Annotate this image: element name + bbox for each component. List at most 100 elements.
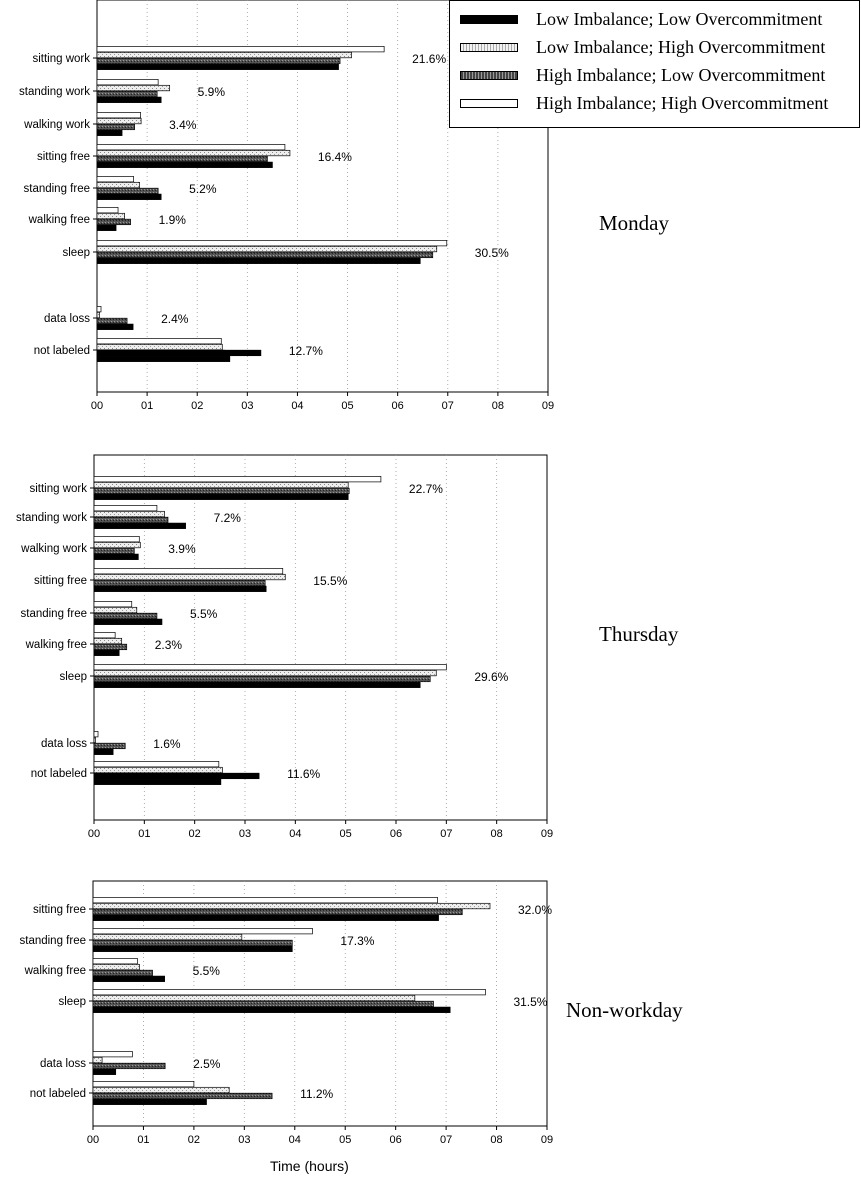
- legend-label: Low Imbalance; High Overcommitment: [536, 36, 826, 57]
- category-label: data loss: [40, 1058, 86, 1070]
- bar-low-high: [96, 51, 352, 59]
- percent-label: 2.4%: [161, 312, 189, 326]
- bar-high-low: [93, 547, 135, 555]
- bar-low-low: [96, 129, 123, 136]
- panel-label-monday: Monday: [599, 211, 669, 235]
- bar-highlight: [93, 772, 260, 780]
- percent-label: 17.3%: [340, 934, 374, 948]
- bar-high-high: [92, 1081, 195, 1088]
- x-tick-label: 06: [390, 828, 402, 840]
- percent-label: 22.7%: [409, 482, 443, 496]
- bar-high-high: [92, 958, 138, 965]
- x-tick-label: 05: [340, 828, 352, 840]
- bar-low-low: [96, 63, 339, 70]
- x-tick-label: 04: [289, 828, 301, 840]
- x-tick-label: 00: [91, 400, 103, 412]
- x-tick-label: 01: [141, 400, 153, 412]
- category-label: sitting free: [37, 151, 90, 163]
- bar-low-low: [93, 522, 186, 529]
- percent-label: 5.9%: [198, 85, 226, 99]
- bar-high-low: [92, 1062, 166, 1070]
- percent-label: 32.0%: [518, 903, 552, 917]
- panel-label-thursday: Thursday: [599, 622, 679, 646]
- x-tick-label: 00: [88, 828, 100, 840]
- bar-highlight: [96, 349, 262, 357]
- category-label: standing free: [24, 183, 91, 195]
- chart-panel: 00 01 02 03 04 05 06 07 08 09 sitting work 22.7% sta…: [16, 454, 553, 840]
- bar-high-high: [96, 79, 159, 86]
- percent-label: 5.5%: [193, 964, 221, 978]
- bar-low-low: [93, 493, 349, 500]
- percent-label: 7.2%: [214, 511, 242, 525]
- percent-label: 31.5%: [513, 995, 547, 1009]
- bar-low-high: [92, 902, 491, 910]
- bar-low-high: [92, 1056, 103, 1064]
- x-tick-label: 05: [341, 400, 353, 412]
- bar-high-low: [93, 579, 266, 587]
- bar-low-low: [96, 257, 421, 264]
- bar-low-high: [93, 766, 223, 774]
- percent-label: 12.7%: [289, 344, 323, 358]
- bar-high-low: [92, 1000, 434, 1008]
- x-tick-label: 01: [137, 1134, 149, 1146]
- category-label: not labeled: [30, 1088, 86, 1100]
- x-tick-label: 09: [541, 1134, 553, 1146]
- bar-high-high: [92, 928, 313, 935]
- x-tick-label: 07: [442, 400, 454, 412]
- x-tick-label: 06: [392, 400, 404, 412]
- percent-label: 2.5%: [193, 1057, 221, 1071]
- legend-swatch-light: [460, 42, 518, 52]
- bar-high-high: [96, 207, 119, 214]
- percent-label: 30.5%: [475, 246, 509, 260]
- bar-high-high: [96, 112, 141, 119]
- x-tick-label: 03: [241, 400, 253, 412]
- bar-high-high: [93, 536, 140, 543]
- bar-high-high: [93, 761, 220, 768]
- category-label: standing free: [20, 935, 87, 947]
- x-tick-label: 09: [542, 400, 554, 412]
- category-label: walking work: [23, 119, 90, 131]
- x-tick-label: 08: [490, 1134, 502, 1146]
- bar-low-high: [96, 149, 291, 157]
- category-label: walking free: [24, 965, 86, 977]
- percent-label: 1.6%: [153, 737, 181, 751]
- bar-low-low: [92, 945, 293, 952]
- percent-label: 5.2%: [189, 182, 217, 196]
- legend-swatch-dark: [460, 70, 518, 80]
- x-tick-label: 08: [491, 828, 503, 840]
- percent-label: 16.4%: [318, 150, 352, 164]
- legend-item-high-high: High Imbalance; High Overcommitment: [460, 91, 828, 115]
- legend-label: High Imbalance; High Overcommitment: [536, 92, 829, 113]
- legend-item-low-high: Low Imbalance; High Overcommitment: [460, 35, 825, 59]
- bar-low-low: [96, 161, 273, 168]
- category-label: walking work: [20, 543, 87, 555]
- bar-low-high: [96, 311, 100, 319]
- bar-low-high: [92, 963, 140, 971]
- bar-high-high: [93, 664, 447, 671]
- percent-label: 3.4%: [169, 118, 197, 132]
- bar-high-low: [92, 1092, 273, 1100]
- bar-low-high: [96, 181, 140, 189]
- legend-label: High Imbalance; Low Overcommitment: [536, 64, 826, 85]
- percent-label: 15.5%: [313, 574, 347, 588]
- category-label: sitting work: [29, 483, 87, 495]
- category-label: walking free: [28, 214, 90, 226]
- legend-item-low-low: Low Imbalance; Low Overcommitment: [460, 7, 822, 31]
- bar-high-high: [93, 568, 284, 575]
- bar-high-low: [93, 675, 431, 683]
- bar-high-high: [92, 897, 438, 904]
- bar-high-low: [93, 612, 158, 620]
- x-tick-label: 02: [188, 1134, 200, 1146]
- legend-item-high-low: High Imbalance; Low Overcommitment: [460, 63, 825, 87]
- category-label: sleep: [59, 996, 87, 1008]
- bar-low-high: [93, 637, 123, 645]
- bar-low-high: [96, 245, 438, 253]
- bar-high-low: [92, 939, 293, 947]
- x-tick-label: 03: [238, 1134, 250, 1146]
- percent-label: 1.9%: [159, 213, 187, 227]
- percent-label: 11.6%: [287, 767, 320, 781]
- bar-low-low: [93, 618, 163, 625]
- x-axis-title: Time (hours): [270, 1158, 349, 1174]
- bar-low-low: [96, 193, 162, 200]
- x-tick-label: 06: [390, 1134, 402, 1146]
